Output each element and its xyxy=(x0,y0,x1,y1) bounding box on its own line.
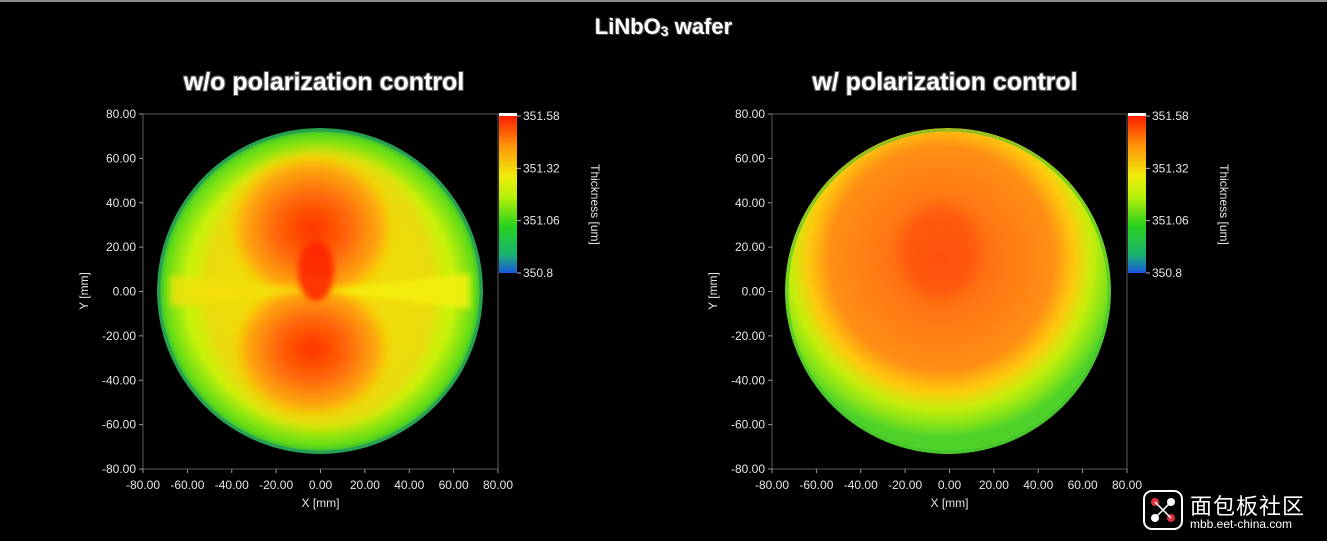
y-tick-label: -20.00 xyxy=(102,329,136,343)
wafer-map xyxy=(157,128,483,454)
wafer-lobe-upper xyxy=(226,151,398,307)
wafer-rim xyxy=(157,128,483,454)
x-tick-label: -40.00 xyxy=(844,478,878,492)
y-tick-label: -40.00 xyxy=(102,373,136,387)
watermark-url: mbb.eet-china.com xyxy=(1190,517,1293,531)
x-tick-label: -80.00 xyxy=(126,478,160,492)
colorbar-tick-label: 351.06 xyxy=(1152,214,1189,228)
x-axis-label: X [mm] xyxy=(302,496,340,510)
colorbar-tick-label: 351.06 xyxy=(523,214,560,228)
colorbar-label: Thickness [um] xyxy=(1217,164,1231,245)
x-axis-label: X [mm] xyxy=(931,496,969,510)
colorbar xyxy=(1128,116,1146,273)
x-tick-label: -20.00 xyxy=(888,478,922,492)
y-tick-label: 80.00 xyxy=(106,107,136,121)
colorbar xyxy=(499,116,517,273)
x-tick-label: 40.00 xyxy=(1023,478,1053,492)
y-tick-label: -60.00 xyxy=(102,418,136,432)
y-tick-label: 20.00 xyxy=(106,240,136,254)
y-tick-label: 40.00 xyxy=(106,196,136,210)
y-tick-label: 20.00 xyxy=(735,240,765,254)
colorbar-cap xyxy=(499,113,517,116)
x-tick-label: -20.00 xyxy=(259,478,293,492)
x-tick-label: 20.00 xyxy=(350,478,380,492)
wafer-lobe-lower xyxy=(230,277,394,421)
y-tick-label: -20.00 xyxy=(731,329,765,343)
y-tick-label: 0.00 xyxy=(113,285,137,299)
x-tick-label: 80.00 xyxy=(483,478,513,492)
colorbar-tick-label: 351.58 xyxy=(523,109,560,123)
colorbar-tick-label: 350.8 xyxy=(1152,266,1182,280)
watermark-text: 面包板社区 xyxy=(1190,495,1306,520)
wafer-rim xyxy=(785,128,1111,454)
x-tick-label: -60.00 xyxy=(170,478,204,492)
x-tick-label: 80.00 xyxy=(1112,478,1142,492)
x-tick-label: -80.00 xyxy=(755,478,789,492)
x-tick-label: 0.00 xyxy=(938,478,962,492)
chart-panel-1: 80.00 60.00 40.00 20.00 0.00 -20.00 -40.00 -60.… xyxy=(77,107,602,510)
colorbar-label: Thickness [um] xyxy=(588,164,602,245)
wafer-pinch-left xyxy=(170,275,320,307)
x-tick-label: 20.00 xyxy=(979,478,1009,492)
x-tick-label: -40.00 xyxy=(215,478,249,492)
chart-panel-2: 80.00 60.00 40.00 20.00 0.00 -20.00 -40.00 -60.… xyxy=(706,107,1231,510)
y-tick-label: 60.00 xyxy=(106,151,136,165)
x-tick-label: 60.00 xyxy=(439,478,469,492)
x-tick-label: 40.00 xyxy=(394,478,424,492)
watermark-logo: 面包板社区 mbb.eet-china.com xyxy=(1140,487,1320,535)
y-tick-label: 0.00 xyxy=(742,285,766,299)
wafer-pinch-right xyxy=(320,273,470,309)
x-tick-label: -60.00 xyxy=(799,478,833,492)
y-tick-label: 80.00 xyxy=(735,107,765,121)
y-tick-label: -80.00 xyxy=(731,462,765,476)
x-tick-label: 60.00 xyxy=(1068,478,1098,492)
y-tick-label: 40.00 xyxy=(735,196,765,210)
top-border-line xyxy=(0,0,1327,2)
y-tick-label: -60.00 xyxy=(731,418,765,432)
watermark-icon xyxy=(1143,490,1183,530)
colorbar-tick-label: 351.58 xyxy=(1152,109,1189,123)
y-axis-label: Y [mm] xyxy=(706,272,720,310)
y-tick-label: -80.00 xyxy=(102,462,136,476)
colorbar-tick-label: 351.32 xyxy=(1152,161,1189,175)
colorbar-tick-label: 350.8 xyxy=(523,266,553,280)
figure-title: LiNbO3 wafer xyxy=(594,14,733,39)
colorbar-cap xyxy=(1128,113,1146,116)
wafer-peak xyxy=(298,241,334,301)
wafer-map xyxy=(785,128,1111,454)
y-tick-label: -40.00 xyxy=(731,373,765,387)
right-panel-title: w/ polarization control xyxy=(812,68,1078,96)
y-tick-label: 60.00 xyxy=(735,151,765,165)
y-axis-label: Y [mm] xyxy=(77,272,91,310)
x-tick-label: 0.00 xyxy=(309,478,333,492)
left-panel-title: w/o polarization control xyxy=(183,68,465,96)
colorbar-tick-label: 351.32 xyxy=(523,161,560,175)
wafer-peak xyxy=(900,205,980,297)
